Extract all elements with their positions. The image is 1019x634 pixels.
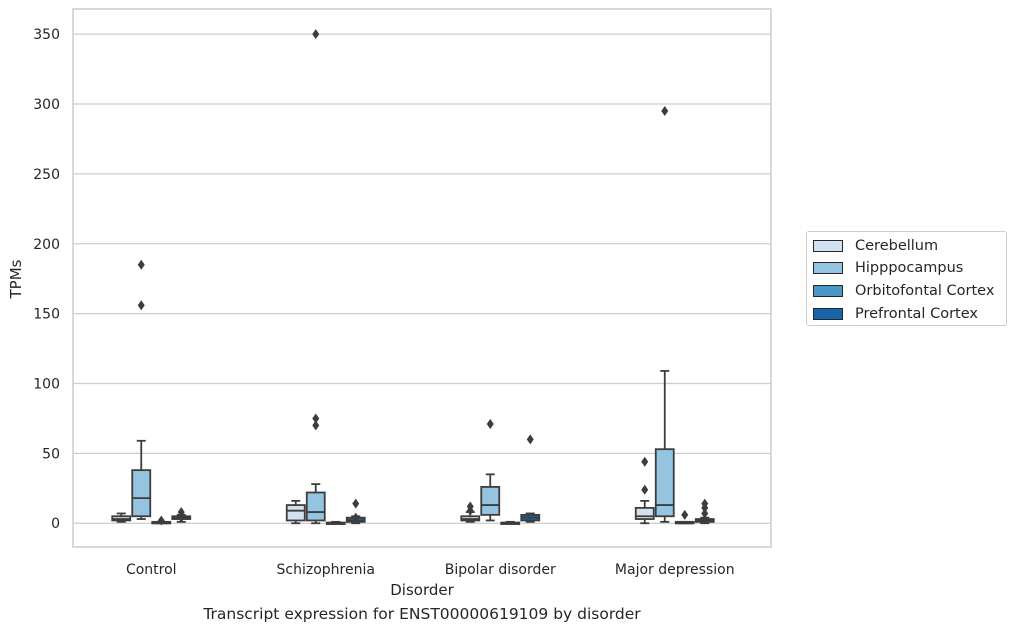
y-tick-label: 300	[33, 97, 60, 113]
legend-item-hippocampus: Hipppocampus	[813, 258, 963, 278]
box-prefrontal-cortex	[345, 498, 366, 525]
outlier-point	[177, 512, 185, 523]
box-prefrontal-cortex	[171, 507, 192, 523]
y-tick-label: 150	[33, 307, 60, 323]
y-tick-label: 200	[33, 237, 60, 253]
y-tick-labels: 0 50 100 150 200 250 300 350	[33, 27, 60, 532]
legend-swatch-hippocampus	[813, 262, 843, 274]
box-body	[654, 448, 675, 518]
outlier-point	[352, 512, 360, 523]
outlier-point	[641, 456, 649, 467]
legend-item-cerebellum: Cerebellum	[813, 236, 938, 256]
outlier-point	[701, 508, 709, 519]
legend-swatch-prefrontal	[813, 308, 843, 320]
box-orbitofontal-cortex	[151, 515, 172, 526]
box-hipppocampus	[654, 106, 675, 523]
legend-label-prefrontal: Prefrontal Cortex	[855, 306, 978, 322]
outlier-point	[352, 498, 360, 509]
x-tick-label: Schizophrenia	[277, 562, 375, 578]
plot-frame	[72, 8, 772, 548]
y-tick-label: 50	[42, 446, 60, 462]
legend-label-orbitofrontal: Orbitofontal Cortex	[855, 283, 995, 299]
outlier-point	[681, 509, 689, 520]
box-prefrontal-cortex	[520, 434, 541, 523]
box-body	[285, 504, 306, 522]
legend: Cerebellum Hipppocampus Orbitofontal Cor…	[806, 231, 1007, 326]
legend-item-orbitofrontal: Orbitofontal Cortex	[813, 281, 994, 301]
y-tick-label: 350	[33, 27, 60, 43]
legend-label-cerebellum: Cerebellum	[855, 238, 939, 254]
box-hipppocampus	[480, 419, 501, 522]
outlier-point	[701, 502, 709, 513]
outlier-point	[312, 413, 320, 424]
y-tick-label: 100	[33, 377, 60, 393]
box-cerebellum	[634, 456, 655, 525]
box-body	[480, 486, 501, 516]
box-hipppocampus	[131, 259, 152, 520]
y-axis-title: TPMs	[7, 259, 25, 299]
box-body	[305, 491, 326, 522]
box-cerebellum	[111, 512, 132, 523]
box-orbitofontal-cortex	[674, 509, 695, 525]
outlier-point	[177, 507, 185, 518]
chart-caption: Transcript expression for ENST0000061910…	[203, 605, 641, 623]
outlier-point	[137, 300, 145, 311]
box-body	[634, 506, 655, 520]
grid-lines	[73, 33, 771, 524]
outlier-point	[486, 419, 494, 430]
box-cerebellum	[460, 501, 481, 523]
box-cerebellum	[285, 499, 306, 525]
outlier-point	[661, 106, 669, 117]
x-tick-label: Major depression	[615, 562, 735, 578]
outlier-point	[137, 259, 145, 270]
box-orbitofontal-cortex	[500, 520, 521, 525]
y-tick-label: 250	[33, 167, 60, 183]
box-orbitofontal-cortex	[325, 520, 346, 525]
x-tick-label: Control	[126, 562, 177, 578]
x-axis-title: Disorder	[390, 581, 454, 599]
outlier-point	[466, 505, 474, 516]
outlier-point	[526, 434, 534, 445]
legend-label-hippocampus: Hipppocampus	[855, 260, 964, 276]
legend-item-prefrontal: Prefrontal Cortex	[813, 304, 978, 324]
x-tick-label: Bipolar disorder	[445, 562, 556, 578]
outlier-point	[641, 484, 649, 495]
box-hipppocampus	[305, 29, 326, 525]
legend-swatch-cerebellum	[813, 240, 843, 252]
legend-swatch-orbitofrontal	[813, 285, 843, 297]
outlier-point	[157, 515, 165, 526]
x-tick-labels: Control Schizophrenia Bipolar disorder Majo…	[126, 562, 735, 578]
box-body	[131, 469, 152, 518]
box-plot-marks	[111, 29, 715, 526]
outlier-point	[312, 29, 320, 40]
outlier-point	[312, 420, 320, 431]
box-prefrontal-cortex	[694, 498, 715, 525]
y-tick-label: 0	[51, 516, 60, 532]
